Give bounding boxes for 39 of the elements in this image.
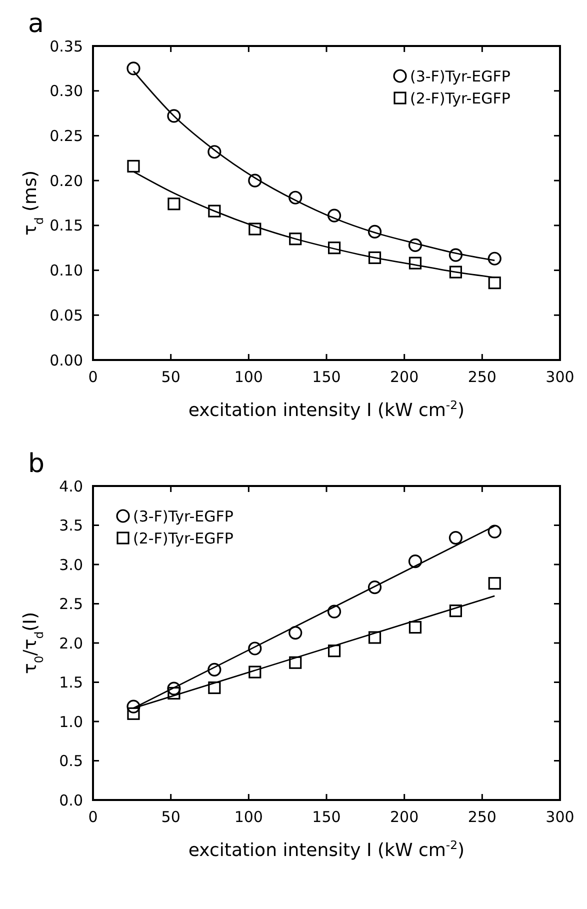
y-tick-label: 0.25: [50, 126, 83, 145]
y-tick-label: 0.5: [59, 752, 83, 770]
chart-title: b: [28, 449, 45, 479]
y-tick-label: 0.00: [50, 351, 83, 370]
x-tick-label: 300: [546, 368, 574, 386]
x-axis-title: excitation intensity I (kW cm$^{-2}$): [188, 838, 465, 861]
y-tick-label: 2.0: [59, 634, 83, 652]
x-tick-label: 300: [546, 808, 574, 826]
x-tick-label: 150: [312, 808, 341, 826]
x-axis-title: excitation intensity I (kW cm$^{-2}$): [188, 398, 465, 421]
y-tick-label: 0.20: [50, 172, 83, 190]
x-tick-label: 50: [161, 808, 180, 826]
x-tick-label: 0: [88, 368, 98, 386]
y-tick-label: 2.5: [59, 595, 83, 613]
y-tick-label: 0.10: [50, 262, 83, 280]
legend-label: (3-F)Tyr-EGFP: [410, 67, 510, 86]
x-tick-label: 100: [234, 368, 263, 386]
y-tick-label: 0.05: [50, 306, 83, 324]
x-tick-label: 150: [312, 368, 341, 386]
x-tick-label: 200: [390, 368, 419, 386]
x-tick-label: 50: [161, 368, 180, 386]
y-tick-label: 3.0: [59, 556, 83, 574]
y-tick-label: 0.15: [50, 216, 83, 235]
y-tick-label: 0.0: [59, 791, 83, 810]
chart-title: a: [28, 9, 44, 39]
y-tick-label: 3.5: [59, 516, 83, 534]
legend-label: (2-F)Tyr-EGFP: [410, 89, 510, 108]
x-tick-label: 100: [234, 808, 263, 826]
y-tick-label: 4.0: [59, 477, 83, 496]
x-tick-label: 250: [468, 368, 496, 386]
x-tick-label: 0: [88, 808, 98, 826]
x-tick-label: 200: [390, 808, 419, 826]
legend-label: (3-F)Tyr-EGFP: [133, 507, 234, 526]
y-tick-label: 0.35: [50, 37, 83, 56]
y-tick-label: 1.0: [59, 712, 83, 731]
x-tick-label: 250: [468, 808, 496, 826]
y-tick-label: 0.30: [50, 82, 83, 100]
legend-label: (2-F)Tyr-EGFP: [133, 529, 234, 548]
y-tick-label: 1.5: [59, 674, 83, 692]
